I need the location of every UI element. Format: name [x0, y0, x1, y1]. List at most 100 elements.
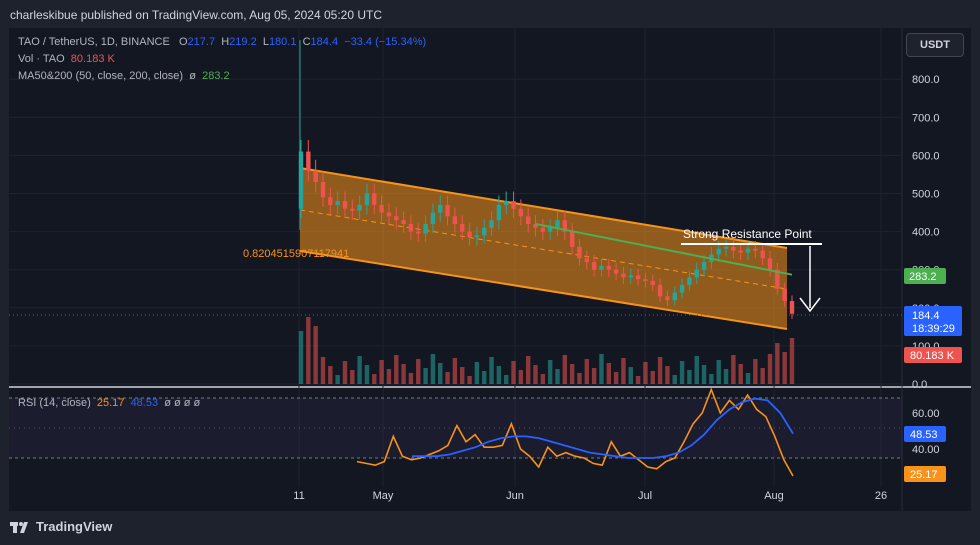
- volume-bar: [467, 376, 472, 384]
- close-label: C: [302, 36, 311, 48]
- symbol-legend[interactable]: TAO / TetherUS, 1D, BINANCE O217.7 H219.…: [18, 36, 426, 48]
- price-tick-label: 0.0: [912, 379, 927, 391]
- volume-bar: [342, 361, 348, 384]
- candle-body: [738, 250, 743, 253]
- candle-body: [687, 277, 692, 285]
- volume-bar: [525, 356, 531, 384]
- candle-body: [489, 220, 494, 228]
- volume-bar: [650, 371, 655, 384]
- volume-bar: [716, 360, 721, 384]
- candle-body: [599, 265, 604, 270]
- volume-bar: [474, 362, 480, 384]
- volume-bar: [430, 354, 436, 384]
- publisher-line: charleskibue published on TradingView.co…: [10, 8, 383, 22]
- candle-body: [511, 201, 516, 209]
- volume-bar: [416, 359, 421, 384]
- tradingview-logo-icon: [10, 521, 28, 533]
- volume-label: Vol · TAO: [18, 53, 65, 65]
- ma-value: 283.2: [202, 70, 230, 82]
- volume-bar: [643, 362, 648, 384]
- candle-body: [606, 265, 611, 270]
- candle-body: [328, 197, 333, 205]
- volume-bar: [709, 374, 714, 384]
- volume-bar: [372, 374, 377, 384]
- volume-bar: [328, 366, 333, 384]
- volume-bar: [672, 375, 677, 384]
- volume-bar: [555, 369, 560, 384]
- candle-body: [313, 170, 318, 183]
- volume-bar: [577, 373, 582, 384]
- volume-bar: [445, 372, 450, 384]
- candle-body: [591, 262, 597, 270]
- volume-tag: 80.183 K: [910, 350, 955, 362]
- volume-bar: [401, 364, 406, 384]
- volume-bar: [789, 338, 795, 384]
- candle-body: [679, 284, 685, 293]
- ma-legend[interactable]: MA50&200 (50, close, 200, close) ø 283.2: [18, 70, 230, 82]
- candle-body: [320, 182, 326, 198]
- candle-body: [723, 246, 729, 249]
- volume-bar: [379, 360, 384, 384]
- descending-channel: [300, 168, 787, 329]
- channel-upper-line: [299, 167, 788, 249]
- candle-body: [452, 216, 458, 224]
- price-tick-label: 600.0: [912, 150, 940, 162]
- volume-bar: [408, 373, 414, 384]
- price-tick-label: 500.0: [912, 189, 940, 201]
- candle-body: [386, 212, 392, 217]
- candle-body: [394, 216, 399, 221]
- candle-body: [555, 220, 560, 228]
- candle-body: [635, 275, 641, 280]
- volume-bar: [767, 354, 773, 384]
- candle-body: [364, 193, 370, 205]
- currency-button[interactable]: USDT: [906, 33, 964, 57]
- volume-bar: [745, 373, 751, 384]
- ma-tag: 283.2: [909, 271, 937, 283]
- volume-legend[interactable]: Vol · TAO 80.183 K: [18, 53, 115, 65]
- volume-bar: [540, 374, 546, 384]
- tradingview-logo[interactable]: TradingView: [10, 519, 112, 534]
- volume-bar: [760, 368, 765, 384]
- time-tick-label: 26: [875, 490, 887, 502]
- volume-bar: [621, 358, 626, 384]
- volume-bar: [599, 354, 604, 384]
- resistance-label: Strong Resistance Point: [683, 227, 812, 241]
- time-tick-label: Aug: [764, 490, 784, 502]
- candle-body: [694, 269, 699, 278]
- rsi-tick-label: 60.00: [912, 408, 940, 420]
- volume-bar: [562, 355, 568, 384]
- close-value: 184.4: [310, 36, 339, 48]
- change-value: −33.4 (−15.34%): [344, 36, 427, 48]
- volume-bar: [306, 317, 311, 384]
- fib-level-label: 0.8204515907117941: [243, 248, 349, 260]
- candle-body: [503, 201, 509, 205]
- candle-body: [496, 204, 502, 221]
- publisher-bar: charleskibue published on TradingView.co…: [0, 0, 980, 28]
- price-tick-label: 700.0: [912, 112, 940, 124]
- volume-bar: [482, 371, 487, 384]
- volume-bar: [438, 363, 443, 384]
- rsi-tag-bg: [904, 466, 946, 482]
- high-label: H: [221, 36, 230, 48]
- candle-body: [782, 288, 787, 302]
- resistance-arrow-head: [799, 297, 821, 313]
- candle-body: [474, 235, 480, 238]
- candle-body: [584, 258, 590, 263]
- volume-bar: [679, 361, 685, 384]
- volume-bar: [753, 359, 758, 384]
- volume-bar: [738, 364, 743, 384]
- open-value: 217.7: [187, 36, 216, 48]
- candle-body: [650, 281, 655, 285]
- volume-bar: [584, 359, 590, 384]
- candle-body: [423, 223, 428, 234]
- candle-body: [533, 223, 538, 228]
- volume-bar: [687, 370, 692, 384]
- time-tick-label: Jul: [638, 490, 652, 502]
- ma-line: [535, 223, 793, 276]
- volume-bar: [394, 355, 399, 384]
- last-price-tag-bg: [904, 306, 962, 336]
- volume-bar: [731, 355, 736, 384]
- rsi-legend[interactable]: RSI (14, close) 25.17 48.53 ø ø ø ø: [18, 397, 200, 409]
- candle-body: [298, 151, 304, 209]
